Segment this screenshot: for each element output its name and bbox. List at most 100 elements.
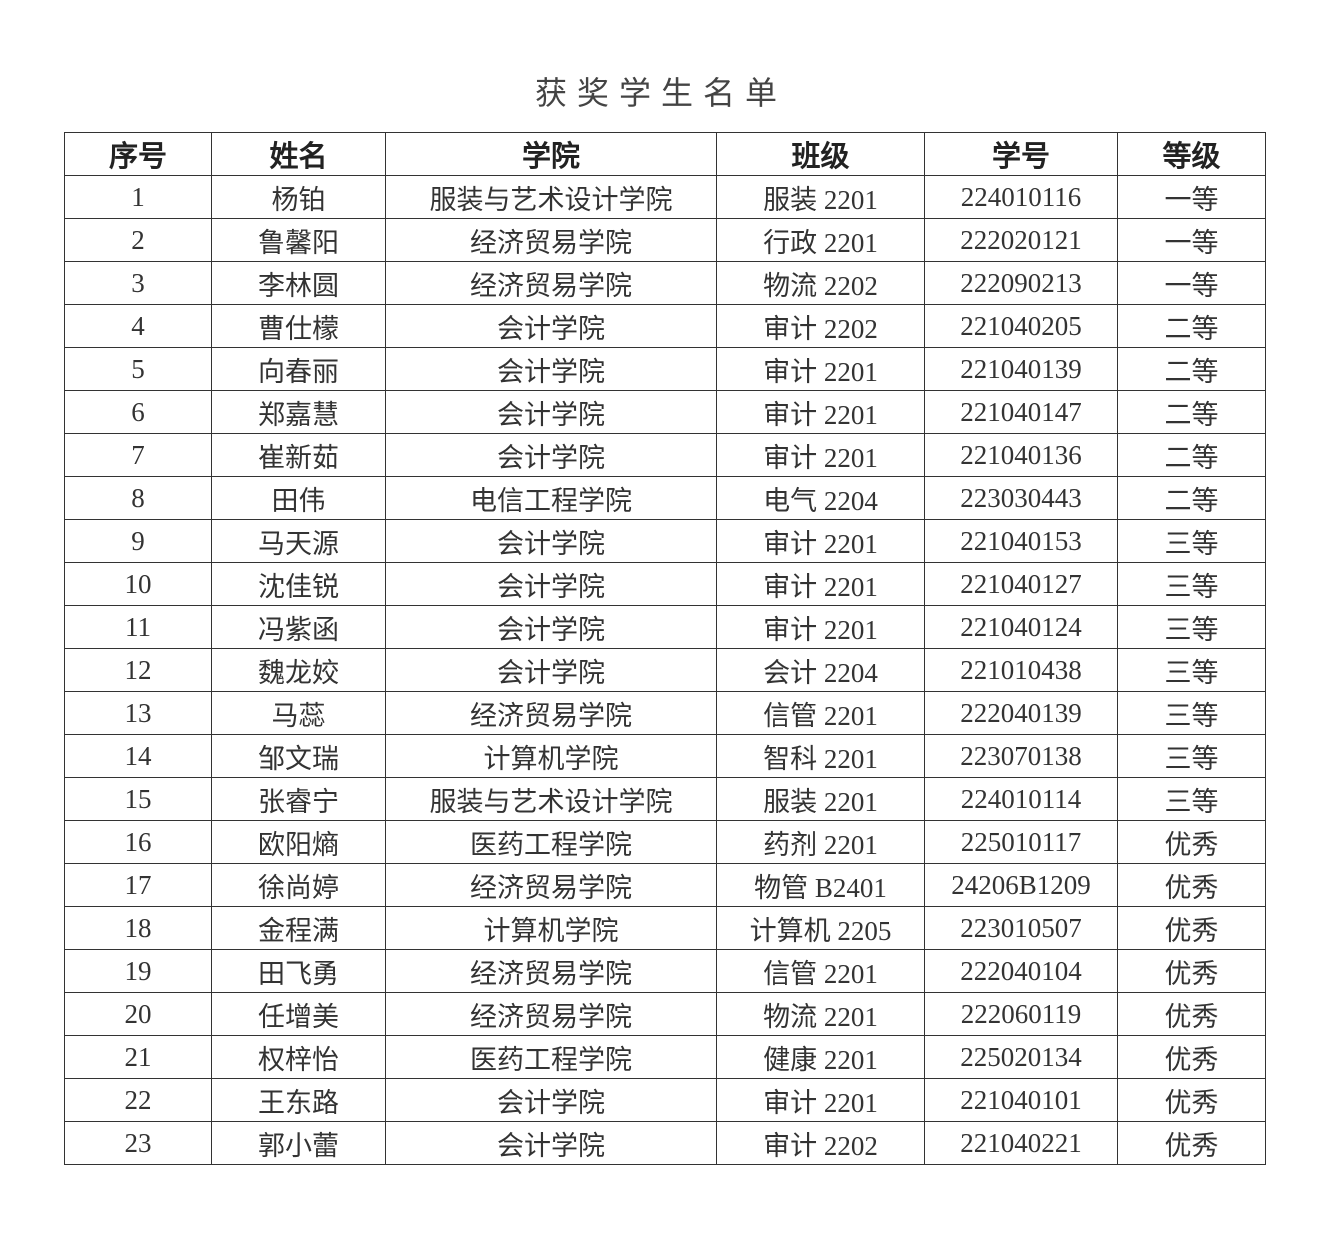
table-row: 7 崔新茹 会计学院 审计 2201 221040136 二等 <box>64 433 1266 477</box>
cell-index: 22 <box>64 1078 212 1122</box>
cell-class: 审计 2201 <box>716 433 925 477</box>
cell-class: 服装 2201 <box>716 777 925 821</box>
table-row: 1 杨铂 服装与艺术设计学院 服装 2201 224010116 一等 <box>64 175 1266 219</box>
cell-class: 会计 2204 <box>716 648 925 692</box>
cell-student-id: 222090213 <box>924 261 1118 305</box>
cell-college: 经济贸易学院 <box>385 863 717 907</box>
table-row: 21 权梓怡 医药工程学院 健康 2201 225020134 优秀 <box>64 1035 1266 1079</box>
cell-index: 5 <box>64 347 212 391</box>
cell-index: 18 <box>64 906 212 950</box>
cell-class: 健康 2201 <box>716 1035 925 1079</box>
cell-student-id: 221040139 <box>924 347 1118 391</box>
cell-college: 会计学院 <box>385 347 717 391</box>
cell-name: 权梓怡 <box>211 1035 386 1079</box>
cell-level: 三等 <box>1117 648 1266 692</box>
cell-student-id: 224010116 <box>924 175 1118 219</box>
cell-class: 物流 2202 <box>716 261 925 305</box>
cell-level: 优秀 <box>1117 1035 1266 1079</box>
cell-class: 物流 2201 <box>716 992 925 1036</box>
cell-name: 田飞勇 <box>211 949 386 993</box>
table-row: 8 田伟 电信工程学院 电气 2204 223030443 二等 <box>64 476 1266 520</box>
cell-name: 郑嘉慧 <box>211 390 386 434</box>
cell-name: 马天源 <box>211 519 386 563</box>
cell-class: 智科 2201 <box>716 734 925 778</box>
cell-college: 会计学院 <box>385 1078 717 1122</box>
cell-name: 向春丽 <box>211 347 386 391</box>
cell-student-id: 221040205 <box>924 304 1118 348</box>
cell-level: 优秀 <box>1117 863 1266 907</box>
cell-level: 二等 <box>1117 304 1266 348</box>
table-row: 4 曹仕檬 会计学院 审计 2202 221040205 二等 <box>64 304 1266 348</box>
cell-student-id: 222040104 <box>924 949 1118 993</box>
cell-class: 审计 2202 <box>716 1121 925 1165</box>
cell-college: 经济贸易学院 <box>385 949 717 993</box>
cell-name: 崔新茹 <box>211 433 386 477</box>
table-row: 23 郭小蕾 会计学院 审计 2202 221040221 优秀 <box>64 1121 1266 1165</box>
document-title: 获奖学生名单 <box>534 75 787 111</box>
cell-index: 2 <box>64 218 212 262</box>
cell-college: 经济贸易学院 <box>385 261 717 305</box>
table-row: 12 魏龙姣 会计学院 会计 2204 221010438 三等 <box>64 648 1266 692</box>
cell-student-id: 221010438 <box>924 648 1118 692</box>
cell-name: 郭小蕾 <box>211 1121 386 1165</box>
table-row: 2 鲁馨阳 经济贸易学院 行政 2201 222020121 一等 <box>64 218 1266 262</box>
cell-index: 20 <box>64 992 212 1036</box>
cell-level: 二等 <box>1117 433 1266 477</box>
table-row: 9 马天源 会计学院 审计 2201 221040153 三等 <box>64 519 1266 563</box>
cell-level: 三等 <box>1117 777 1266 821</box>
cell-class: 审计 2201 <box>716 562 925 606</box>
cell-college: 会计学院 <box>385 605 717 649</box>
cell-class: 审计 2202 <box>716 304 925 348</box>
cell-class: 审计 2201 <box>716 390 925 434</box>
cell-level: 一等 <box>1117 261 1266 305</box>
cell-college: 会计学院 <box>385 390 717 434</box>
cell-index: 14 <box>64 734 212 778</box>
cell-student-id: 222060119 <box>924 992 1118 1036</box>
cell-name: 马蕊 <box>211 691 386 735</box>
cell-student-id: 221040153 <box>924 519 1118 563</box>
cell-college: 服装与艺术设计学院 <box>385 175 717 219</box>
table-row: 18 金程满 计算机学院 计算机 2205 223010507 优秀 <box>64 906 1266 950</box>
cell-class: 计算机 2205 <box>716 906 925 950</box>
cell-class: 行政 2201 <box>716 218 925 262</box>
header-class: 班级 <box>716 132 925 176</box>
cell-level: 一等 <box>1117 218 1266 262</box>
cell-name: 魏龙姣 <box>211 648 386 692</box>
cell-name: 李林圆 <box>211 261 386 305</box>
cell-level: 三等 <box>1117 562 1266 606</box>
table-row: 16 欧阳熵 医药工程学院 药剂 2201 225010117 优秀 <box>64 820 1266 864</box>
table-row: 17 徐尚婷 经济贸易学院 物管 B2401 24206B1209 优秀 <box>64 863 1266 907</box>
table-row: 14 邹文瑞 计算机学院 智科 2201 223070138 三等 <box>64 734 1266 778</box>
cell-index: 7 <box>64 433 212 477</box>
cell-index: 21 <box>64 1035 212 1079</box>
cell-college: 会计学院 <box>385 1121 717 1165</box>
cell-name: 沈佳锐 <box>211 562 386 606</box>
cell-student-id: 222040139 <box>924 691 1118 735</box>
cell-college: 电信工程学院 <box>385 476 717 520</box>
cell-level: 三等 <box>1117 605 1266 649</box>
cell-level: 优秀 <box>1117 906 1266 950</box>
cell-name: 王东路 <box>211 1078 386 1122</box>
cell-index: 13 <box>64 691 212 735</box>
cell-level: 优秀 <box>1117 992 1266 1036</box>
cell-level: 二等 <box>1117 347 1266 391</box>
cell-student-id: 24206B1209 <box>924 863 1118 907</box>
cell-level: 优秀 <box>1117 1121 1266 1165</box>
cell-student-id: 221040127 <box>924 562 1118 606</box>
cell-student-id: 223030443 <box>924 476 1118 520</box>
cell-college: 计算机学院 <box>385 906 717 950</box>
cell-index: 8 <box>64 476 212 520</box>
cell-index: 4 <box>64 304 212 348</box>
cell-college: 会计学院 <box>385 304 717 348</box>
cell-class: 服装 2201 <box>716 175 925 219</box>
header-level: 等级 <box>1117 132 1266 176</box>
table-row: 10 沈佳锐 会计学院 审计 2201 221040127 三等 <box>64 562 1266 606</box>
cell-college: 经济贸易学院 <box>385 992 717 1036</box>
cell-college: 会计学院 <box>385 562 717 606</box>
cell-index: 17 <box>64 863 212 907</box>
cell-student-id: 223070138 <box>924 734 1118 778</box>
table-row: 3 李林圆 经济贸易学院 物流 2202 222090213 一等 <box>64 261 1266 305</box>
cell-college: 医药工程学院 <box>385 1035 717 1079</box>
cell-class: 电气 2204 <box>716 476 925 520</box>
cell-level: 三等 <box>1117 691 1266 735</box>
